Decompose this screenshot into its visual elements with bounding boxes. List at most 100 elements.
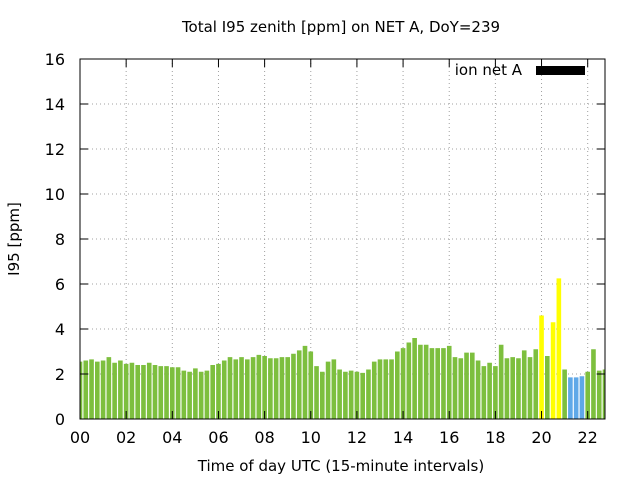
bar [464, 352, 469, 419]
ticks [79, 58, 605, 420]
bar [325, 361, 331, 419]
bar [591, 349, 596, 419]
bar [395, 351, 400, 419]
bar [556, 278, 562, 419]
bar [285, 357, 290, 419]
y-axis-label: I95 [ppm] [5, 202, 23, 276]
bar [527, 357, 533, 419]
x-tick-label: 16 [439, 428, 459, 447]
bar [458, 358, 464, 419]
y-tick-label: 6 [55, 275, 65, 294]
bar [245, 359, 250, 419]
bar [170, 367, 175, 419]
bar [383, 359, 389, 419]
bar [412, 338, 417, 419]
bar [602, 369, 605, 419]
bar [181, 370, 187, 419]
bar [146, 362, 152, 419]
bar [429, 348, 435, 419]
bar [279, 357, 285, 419]
bars [80, 278, 605, 419]
bar [360, 372, 365, 419]
bar [475, 360, 481, 419]
bar [331, 359, 337, 419]
bar [493, 366, 498, 419]
bar [441, 348, 446, 419]
y-tick-label: 2 [55, 365, 65, 384]
bar [446, 345, 452, 419]
bar [129, 362, 135, 419]
y-tick-label: 14 [45, 95, 65, 114]
bar [343, 371, 348, 419]
bar [302, 345, 308, 419]
bar [187, 371, 192, 419]
bar [320, 371, 325, 419]
bar [481, 366, 487, 419]
bar [256, 354, 262, 419]
bar [596, 370, 602, 419]
x-axis-label: Time of day UTC (15-minute intervals) [197, 457, 484, 475]
bar [227, 357, 233, 419]
bar [175, 367, 181, 419]
bar [435, 348, 440, 419]
x-tick-label: 10 [301, 428, 321, 447]
bar [533, 349, 539, 419]
y-tick-label: 0 [55, 410, 65, 429]
bar [498, 344, 504, 419]
legend: ion net A [455, 61, 585, 79]
bar [152, 365, 158, 419]
bar [418, 344, 423, 419]
bar [216, 363, 221, 419]
x-tick-label: 02 [116, 428, 136, 447]
x-tick-label: 00 [70, 428, 90, 447]
bar [354, 371, 360, 419]
bar [568, 377, 573, 419]
bar [573, 377, 579, 419]
bar [516, 358, 521, 419]
bar [158, 366, 164, 419]
x-tick-label: 06 [208, 428, 228, 447]
bar [250, 357, 256, 419]
bar [204, 370, 210, 419]
bar [296, 350, 302, 419]
x-tick-label: 04 [162, 428, 182, 447]
y-tick-label: 16 [45, 50, 65, 69]
y-tick-label: 8 [55, 230, 65, 249]
bar [233, 359, 239, 419]
x-tick-labels: 00 02 04 06 08 10 12 14 16 18 20 22 [70, 428, 598, 447]
bar [585, 371, 590, 419]
bar [377, 359, 383, 419]
y-tick-label: 10 [45, 185, 65, 204]
x-tick-label: 08 [254, 428, 274, 447]
bar [545, 356, 550, 419]
bar [221, 360, 227, 419]
bar [406, 342, 412, 419]
bar [268, 358, 273, 419]
bar [452, 357, 458, 419]
bar [423, 344, 429, 419]
bar [95, 361, 100, 419]
bar [371, 361, 377, 419]
bar [337, 369, 342, 419]
bar [348, 370, 354, 419]
x-tick-label: 18 [485, 428, 505, 447]
bar [487, 362, 492, 419]
bar [118, 360, 123, 419]
bar [100, 360, 106, 419]
bar [562, 369, 567, 419]
bar [470, 352, 475, 419]
bar [521, 350, 527, 419]
bar [112, 362, 117, 419]
bar [106, 357, 112, 419]
legend-label: ion net A [455, 61, 523, 79]
bar [291, 353, 296, 419]
bar [123, 363, 129, 419]
bar [308, 351, 314, 419]
bar [273, 358, 279, 419]
bar [198, 371, 204, 419]
bar [510, 357, 515, 419]
chart-title: Total I95 zenith [ppm] on NET A, DoY=239 [181, 18, 500, 36]
bar [80, 361, 83, 419]
bar [239, 357, 244, 419]
